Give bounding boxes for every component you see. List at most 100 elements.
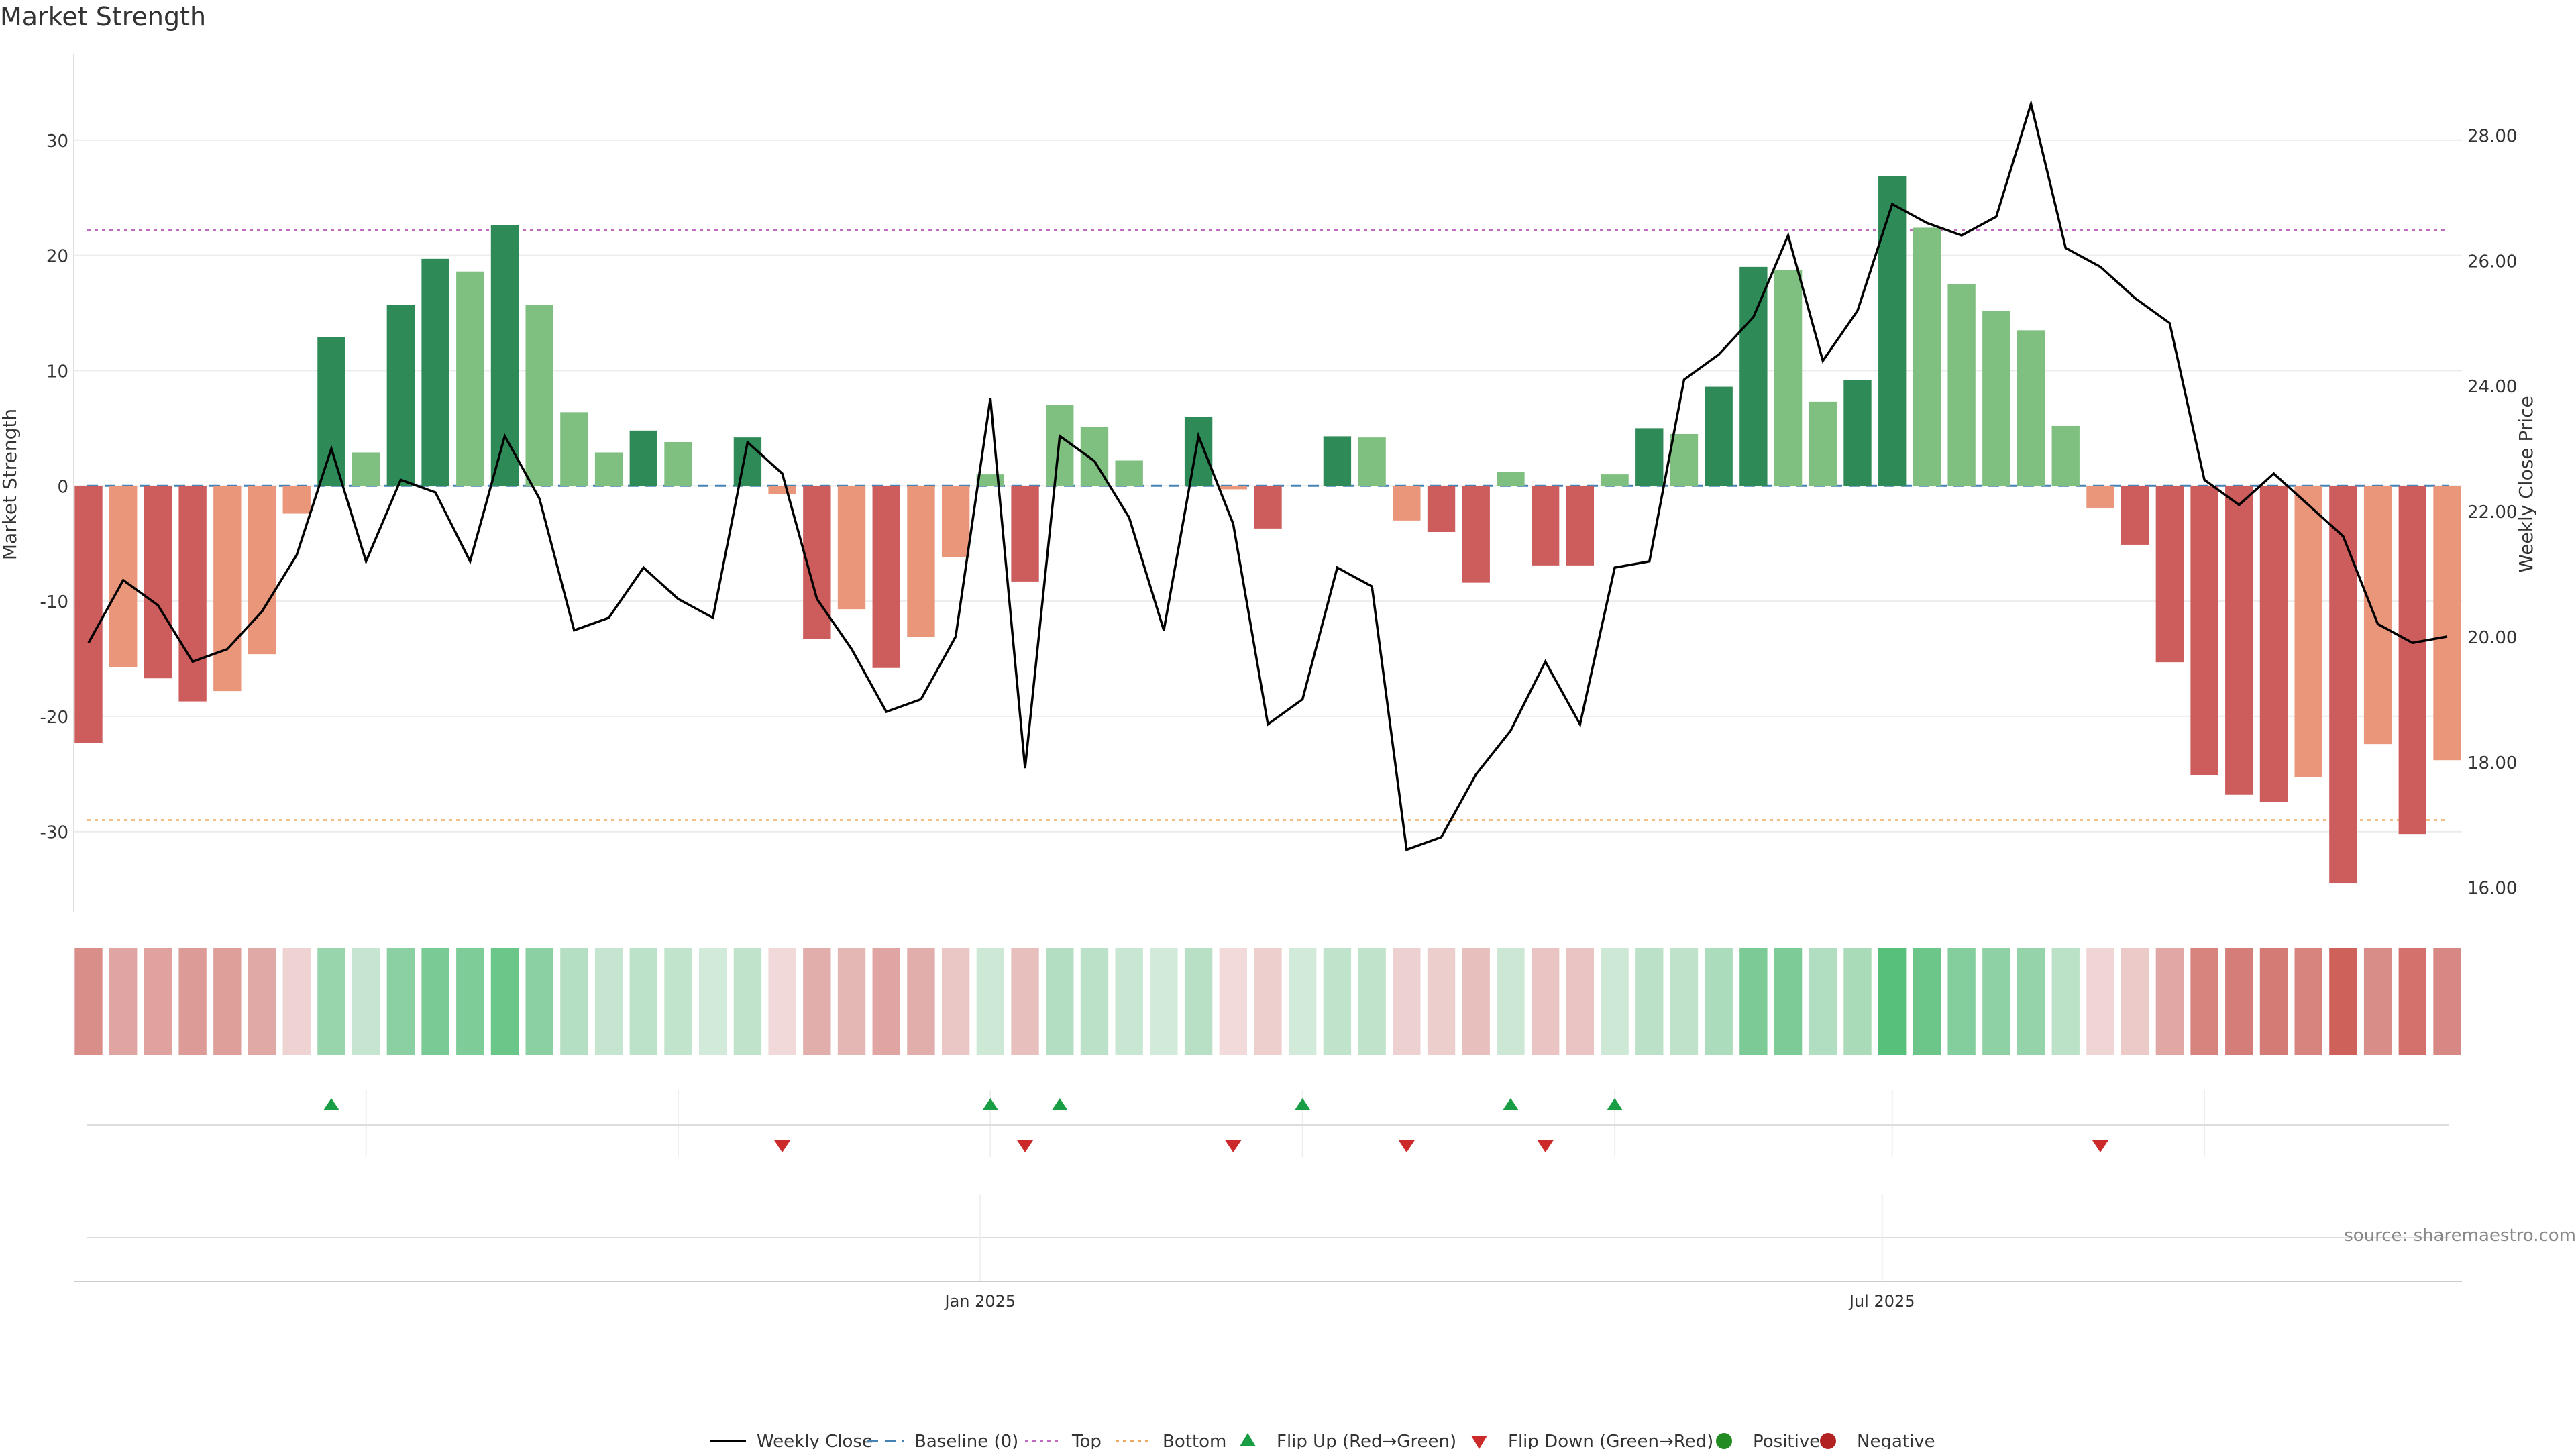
strength-bar: [1566, 486, 1595, 566]
legend-label: Positive: [1753, 1432, 1820, 1449]
heat-cell: [629, 948, 657, 1055]
legend-item: Bottom: [1116, 1432, 1226, 1449]
y2-tick-label: 20.00: [2467, 628, 2517, 648]
y2-tick-label: 28.00: [2467, 126, 2517, 146]
legend-label: Weekly Close: [757, 1432, 873, 1449]
heat-cell: [1323, 948, 1352, 1055]
strength-bar: [560, 412, 588, 486]
strength-bar: [421, 258, 449, 486]
strength-bar: [282, 486, 311, 514]
heat-cell: [248, 948, 276, 1055]
strength-bar: [1774, 270, 1803, 486]
heat-cell: [1982, 948, 2010, 1055]
heat-cell: [525, 948, 553, 1055]
heat-cell: [74, 948, 103, 1055]
strength-bar: [74, 486, 103, 743]
heat-cell: [699, 948, 727, 1055]
strength-bar: [317, 337, 345, 486]
strength-bar: [1670, 433, 1699, 486]
strength-bars: [74, 176, 2461, 884]
strength-bar: [1601, 474, 1629, 486]
heat-cell: [282, 948, 311, 1055]
heat-cell: [2398, 948, 2426, 1055]
heat-cell: [1774, 948, 1803, 1055]
strength-bar: [109, 486, 138, 667]
heat-cell: [1011, 948, 1039, 1055]
strength-bar: [2329, 486, 2357, 884]
y-tick-label: 20: [46, 247, 68, 267]
strength-bar: [594, 452, 623, 486]
heat-cell: [317, 948, 345, 1055]
x-tick-label: Jan 2025: [944, 1292, 1016, 1311]
legend-label: Flip Down (Green→Red): [1508, 1432, 1713, 1449]
heat-cell: [144, 948, 172, 1055]
flip-up-marker: [323, 1098, 339, 1110]
axes: 30 20 10 0 -10 -20 -30 28.00 26.00 24.00 22.00 20.0…: [40, 54, 2517, 912]
heat-cell: [1670, 948, 1699, 1055]
heat-cell: [803, 948, 831, 1055]
heat-cell: [2155, 948, 2184, 1055]
strength-bar: [2294, 486, 2322, 777]
heat-cell: [1184, 948, 1213, 1055]
heat-cell: [594, 948, 623, 1055]
strength-bar: [976, 474, 1005, 486]
heat-cell: [213, 948, 241, 1055]
flip-up-marker: [1051, 1098, 1068, 1110]
heat-cell: [1878, 948, 1907, 1055]
legend-label: Top: [1071, 1432, 1102, 1449]
heat-cell: [1358, 948, 1386, 1055]
y2-tick-label: 22.00: [2467, 502, 2517, 523]
flip-markers: [87, 1090, 2449, 1157]
strength-bar: [2363, 486, 2392, 745]
heat-cell: [941, 948, 970, 1055]
strength-bar: [1739, 266, 1768, 486]
strength-bar: [1531, 486, 1560, 566]
heat-cell: [2051, 948, 2080, 1055]
heat-cell: [1080, 948, 1109, 1055]
heat-cell: [1809, 948, 1837, 1055]
strength-bar: [2155, 486, 2184, 663]
strength-bar: [490, 225, 519, 486]
source-note: source: sharemaestro.com: [2344, 1226, 2576, 1246]
strength-bar: [2017, 330, 2045, 486]
strength-bar: [872, 486, 900, 668]
strength-heat-strip: [74, 948, 2461, 1055]
heat-cell: [1601, 948, 1629, 1055]
y-tick-label: -30: [40, 823, 68, 843]
strength-bar: [768, 486, 796, 494]
strength-bar: [1323, 436, 1352, 486]
heat-cell: [2121, 948, 2149, 1055]
strength-bar: [1219, 486, 1247, 490]
heat-cell: [386, 948, 415, 1055]
legend-item: Weekly Close: [710, 1432, 873, 1449]
weekly-close-polyline: [87, 99, 2448, 851]
flip-down-marker: [1537, 1140, 1554, 1152]
heat-cell: [2190, 948, 2218, 1055]
flip-down-marker: [774, 1140, 791, 1152]
strength-bar: [2086, 486, 2114, 508]
legend: Weekly Close Baseline (0) Top Bottom Flip Up…: [710, 1432, 1935, 1449]
strength-bar: [2259, 486, 2288, 802]
heat-cell: [1289, 948, 1317, 1055]
strength-bar: [1358, 437, 1386, 486]
positive-dot-icon: [1716, 1433, 1732, 1449]
heat-cell: [560, 948, 588, 1055]
flip-up-marker: [982, 1098, 999, 1110]
y-tick-label: 10: [46, 362, 68, 382]
y-tick-label: -20: [40, 708, 68, 728]
y2-tick-label: 18.00: [2467, 753, 2517, 773]
heat-cell: [178, 948, 207, 1055]
heat-cell: [1497, 948, 1525, 1055]
strength-bar: [2433, 486, 2461, 761]
chart-title: Market Strength: [0, 2, 206, 32]
y-tick-label: -10: [40, 592, 68, 612]
legend-item: Top: [1025, 1432, 1102, 1449]
strength-bar: [1982, 311, 2010, 486]
strength-bar: [2121, 486, 2149, 545]
heat-cell: [1427, 948, 1456, 1055]
y-axis-label: Market Strength: [0, 409, 21, 560]
legend-label: Bottom: [1163, 1432, 1226, 1449]
heat-cell: [1947, 948, 1976, 1055]
strength-bar: [1115, 460, 1143, 486]
